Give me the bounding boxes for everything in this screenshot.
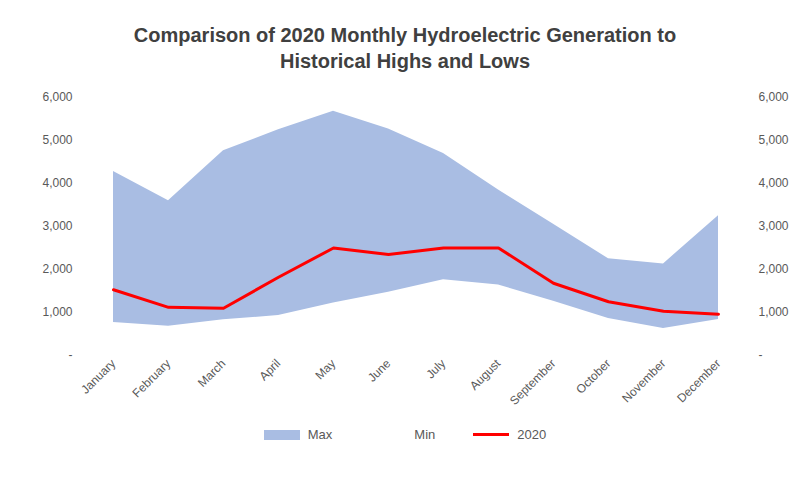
html-text:Max: Max xyxy=(307,427,333,442)
svg-text:3,000: 3,000 xyxy=(759,219,789,233)
svg-text:6,000: 6,000 xyxy=(42,90,72,104)
svg-text:1,000: 1,000 xyxy=(42,305,72,319)
svg-text:5,000: 5,000 xyxy=(759,133,789,147)
svg-text:April: April xyxy=(256,356,283,383)
svg-text:-: - xyxy=(69,348,73,362)
svg-text:September: September xyxy=(507,356,558,407)
svg-text:August: August xyxy=(467,356,504,393)
svg-text:July: July xyxy=(423,356,448,381)
svg-text:4,000: 4,000 xyxy=(759,176,789,190)
svg-text:May: May xyxy=(312,356,338,382)
svg-text:-: - xyxy=(759,348,763,362)
svg-text:2,000: 2,000 xyxy=(42,262,72,276)
svg-text:January: January xyxy=(78,356,118,396)
svg-text:February: February xyxy=(129,356,173,400)
svg-text:2,000: 2,000 xyxy=(759,262,789,276)
html-text:Min: Min xyxy=(414,427,436,442)
svg-text:3,000: 3,000 xyxy=(42,219,72,233)
html-text:2020: 2020 xyxy=(517,427,547,442)
svg-text:December: December xyxy=(674,356,723,405)
svg-text:March: March xyxy=(195,356,228,389)
svg-text:6,000: 6,000 xyxy=(759,90,789,104)
html-text:Comparison of 2020 Monthly Hyd: Comparison of 2020 Monthly Hydroelectric… xyxy=(133,24,677,72)
svg-text:5,000: 5,000 xyxy=(42,133,72,147)
svg-text:1,000: 1,000 xyxy=(759,305,789,319)
svg-text:June: June xyxy=(365,356,394,385)
svg-text:4,000: 4,000 xyxy=(42,176,72,190)
svg-text:November: November xyxy=(619,356,668,405)
svg-text:October: October xyxy=(573,356,613,396)
